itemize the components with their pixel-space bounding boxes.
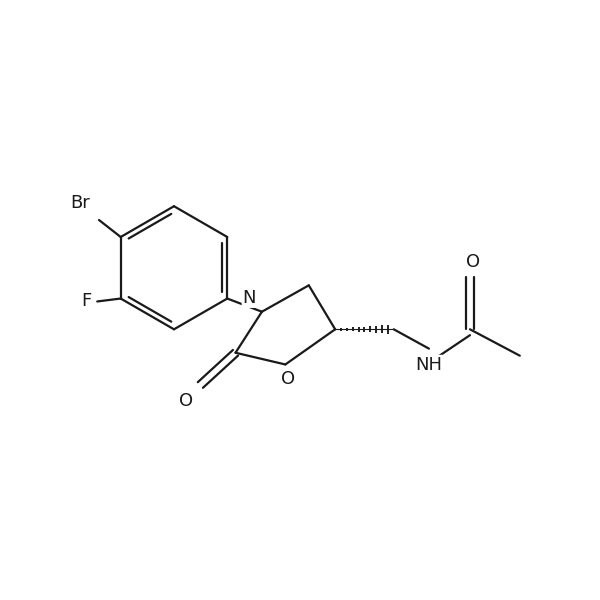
Text: N: N — [242, 289, 256, 307]
Text: O: O — [281, 370, 295, 388]
Text: Br: Br — [70, 194, 89, 212]
Text: F: F — [81, 292, 91, 310]
Text: O: O — [179, 392, 193, 410]
Text: O: O — [466, 253, 480, 271]
Text: NH: NH — [415, 356, 442, 374]
